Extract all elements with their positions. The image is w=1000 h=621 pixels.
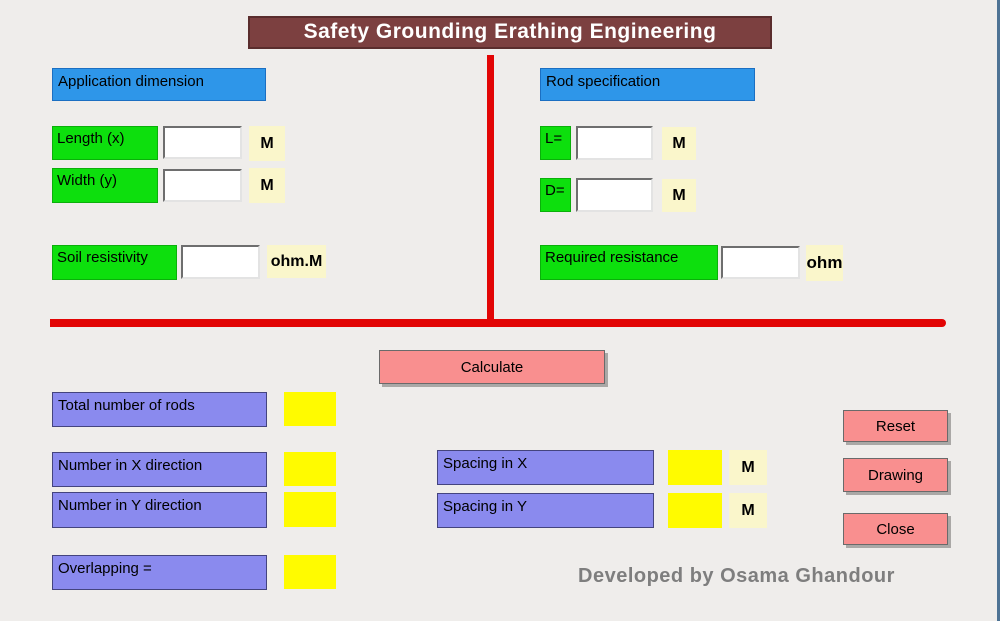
- overlapping-value-box: [284, 555, 336, 589]
- rod-diameter-input[interactable]: [576, 178, 653, 212]
- spacing-y-unit-label: M: [729, 493, 767, 528]
- number-y-direction-label: Number in Y direction: [52, 492, 267, 528]
- rod-length-label: L=: [540, 126, 571, 160]
- vertical-divider-line: [487, 55, 494, 322]
- required-resistance-input[interactable]: [721, 246, 800, 279]
- rod-length-input[interactable]: [576, 126, 653, 160]
- section-header-application-dimension: Application dimension: [52, 68, 266, 101]
- length-x-label: Length (x): [52, 126, 158, 160]
- rod-diameter-label: D=: [540, 178, 571, 212]
- soil-resistivity-input[interactable]: [181, 245, 260, 279]
- number-x-direction-value-box: [284, 452, 336, 486]
- length-x-input[interactable]: [163, 126, 242, 159]
- required-resistance-unit-label: ohm: [806, 245, 843, 281]
- rod-diameter-unit-label: M: [662, 179, 696, 212]
- length-x-unit-label: M: [249, 126, 285, 161]
- spacing-x-unit-label: M: [729, 450, 767, 485]
- soil-resistivity-label: Soil resistivity: [52, 245, 177, 280]
- app-title: Safety Grounding Erathing Engineering: [248, 16, 772, 49]
- spacing-y-value-box: [668, 493, 722, 528]
- number-y-direction-value-box: [284, 492, 336, 527]
- rod-length-unit-label: M: [662, 127, 696, 160]
- developer-credit: Developed by Osama Ghandour: [578, 565, 895, 587]
- required-resistance-label: Required resistance: [540, 245, 718, 280]
- drawing-button[interactable]: Drawing: [843, 458, 948, 492]
- width-y-label: Width (y): [52, 168, 158, 203]
- section-header-rod-specification: Rod specification: [540, 68, 755, 101]
- spacing-x-value-box: [668, 450, 722, 485]
- horizontal-divider-line: [50, 319, 946, 327]
- width-y-input[interactable]: [163, 169, 242, 202]
- close-button[interactable]: Close: [843, 513, 948, 545]
- total-rods-label: Total number of rods: [52, 392, 267, 427]
- reset-button[interactable]: Reset: [843, 410, 948, 442]
- spacing-y-label: Spacing in Y: [437, 493, 654, 528]
- total-rods-value-box: [284, 392, 336, 426]
- spacing-x-label: Spacing in X: [437, 450, 654, 485]
- calculate-button[interactable]: Calculate: [379, 350, 605, 384]
- width-y-unit-label: M: [249, 168, 285, 203]
- overlapping-label: Overlapping =: [52, 555, 267, 590]
- soil-resistivity-unit-label: ohm.M: [267, 245, 326, 278]
- number-x-direction-label: Number in X direction: [52, 452, 267, 487]
